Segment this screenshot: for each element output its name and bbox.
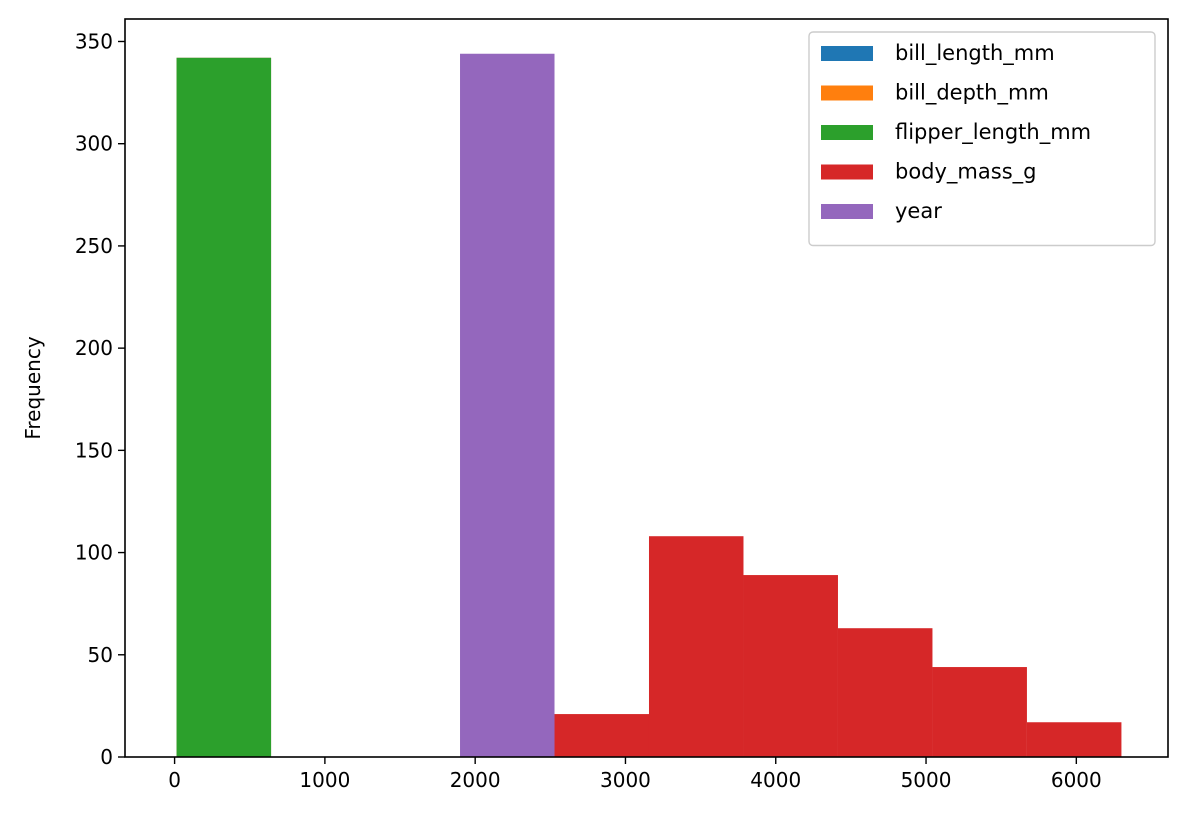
bar-body-mass-g-6 bbox=[743, 575, 838, 757]
y-axis-label: Frequency bbox=[21, 336, 45, 439]
y-axis: 0 50 100 150 200 250 300 350 bbox=[75, 29, 125, 769]
legend-swatch-body-mass-g bbox=[821, 164, 873, 180]
y-tick-label-50: 50 bbox=[88, 643, 113, 667]
legend-label-bill-depth-mm: bill_depth_mm bbox=[895, 81, 1049, 106]
bar-body-mass-g-9 bbox=[1026, 722, 1122, 757]
legend-label-flipper-length-mm: flipper_length_mm bbox=[895, 120, 1091, 145]
legend-label-bill-length-mm: bill_length_mm bbox=[895, 41, 1055, 66]
bar-flipper-length-mm-0 bbox=[176, 57, 272, 757]
legend-swatch-bill-depth-mm bbox=[821, 85, 873, 101]
legend-label-body-mass-g: body_mass_g bbox=[895, 160, 1036, 185]
y-tick-label-350: 350 bbox=[75, 29, 113, 53]
y-tick-label-100: 100 bbox=[75, 541, 113, 565]
x-tick-label-3000: 3000 bbox=[600, 768, 651, 792]
x-axis: 0 1000 2000 3000 4000 5000 6000 bbox=[168, 757, 1102, 792]
x-tick-label-4000: 4000 bbox=[750, 768, 801, 792]
x-tick-label-6000: 6000 bbox=[1051, 768, 1102, 792]
y-tick-label-200: 200 bbox=[75, 336, 113, 360]
legend-box bbox=[808, 31, 1156, 247]
legend-swatch-bill-length-mm bbox=[821, 46, 873, 61]
bar-body-mass-g-8 bbox=[932, 667, 1027, 757]
bar-body-mass-g-4 bbox=[554, 714, 649, 757]
x-tick-label-2000: 2000 bbox=[450, 768, 501, 792]
bar-body-mass-g-5 bbox=[648, 536, 744, 757]
legend-swatch-flipper-length-mm bbox=[821, 125, 873, 140]
bars-layer bbox=[176, 53, 1122, 757]
plot-frame bbox=[124, 18, 1169, 758]
legend: bill_length_mm bill_depth_mm flipper_lengt… bbox=[808, 31, 1156, 247]
legend-swatch-year bbox=[821, 204, 873, 219]
x-tick-label-1000: 1000 bbox=[299, 768, 350, 792]
legend-label-year: year bbox=[895, 199, 942, 223]
y-tick-label-250: 250 bbox=[75, 234, 113, 258]
bar-year-3 bbox=[460, 53, 555, 757]
bar-body-mass-g-7 bbox=[837, 628, 933, 757]
y-tick-label-150: 150 bbox=[75, 438, 113, 462]
x-tick-label-0: 0 bbox=[168, 768, 181, 792]
y-tick-label-0: 0 bbox=[100, 745, 113, 769]
y-tick-label-300: 300 bbox=[75, 132, 113, 156]
x-tick-label-5000: 5000 bbox=[901, 768, 952, 792]
